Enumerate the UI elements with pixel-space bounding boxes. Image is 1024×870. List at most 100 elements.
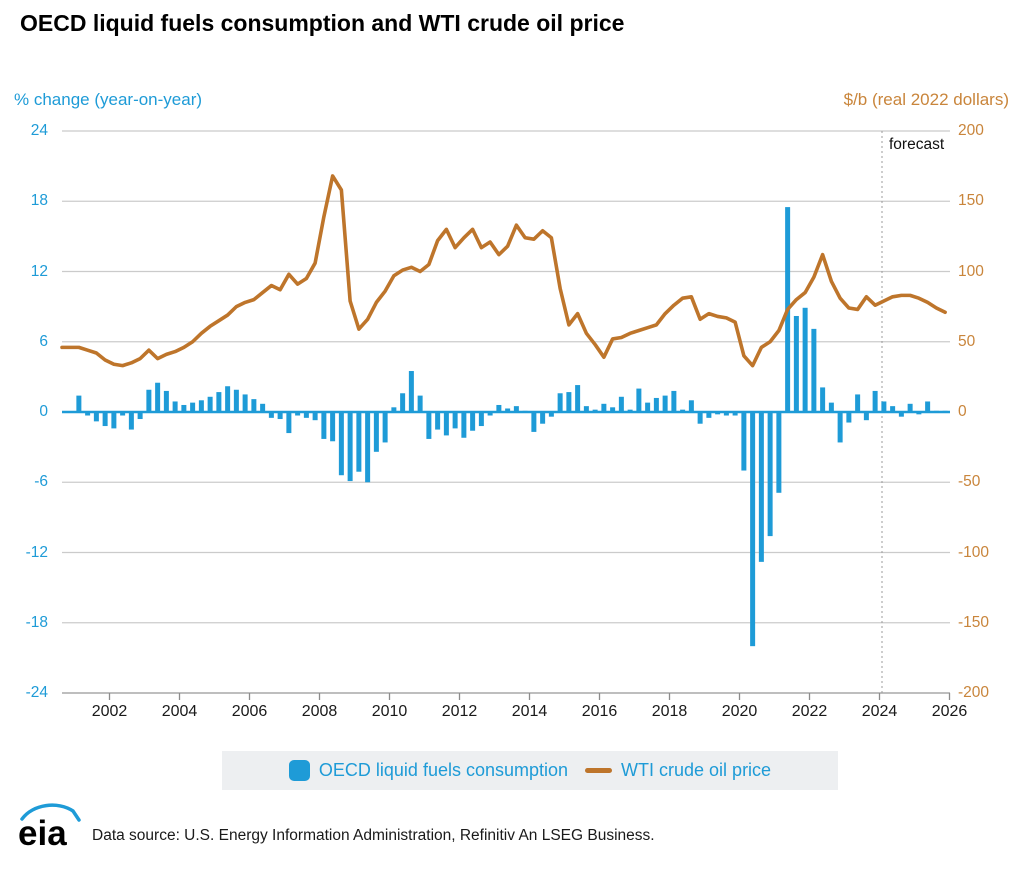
bar-2007Q3	[303, 412, 309, 418]
x-axis-label-2022: 2022	[791, 703, 828, 720]
bar-2016Q1	[601, 403, 607, 412]
bar-2004Q2	[190, 402, 196, 412]
bar-2011Q2	[435, 412, 441, 430]
bar-2023Q3	[863, 412, 869, 421]
bar-2023Q2	[855, 394, 861, 412]
bar-2015Q2	[575, 385, 581, 412]
bar-2004Q3	[198, 400, 204, 412]
right-axis-label-0: 0	[958, 403, 967, 420]
eia-logo: eia	[14, 800, 86, 853]
bar-2018Q1	[671, 390, 677, 412]
bar-2008Q3	[338, 412, 344, 476]
legend: OECD liquid fuels consumption WTI crude …	[222, 751, 838, 790]
bar-2012Q1	[461, 412, 467, 438]
bar-2015Q1	[566, 392, 572, 412]
bar-2019Q3	[723, 412, 729, 416]
bar-2017Q3	[653, 397, 659, 412]
bar-2012Q4	[487, 412, 493, 416]
wti-legend-label: WTI crude oil price	[621, 760, 772, 780]
bar-2005Q1	[216, 392, 222, 412]
bar-2010Q3	[408, 371, 414, 412]
bar-2019Q1	[706, 412, 712, 418]
bar-2009Q1	[356, 412, 362, 472]
bar-2024Q4	[907, 403, 913, 412]
bar-2008Q1	[321, 412, 327, 439]
wti-legend-line-icon	[585, 768, 613, 773]
bar-2016Q2	[610, 407, 616, 412]
bar-2024Q2	[890, 406, 896, 412]
data-source-text: Data source: U.S. Energy Information Adm…	[92, 827, 655, 844]
bar-2020Q2	[750, 412, 756, 647]
right-axis-label--50: -50	[958, 473, 981, 491]
bar-2003Q4	[172, 401, 178, 412]
bar-2012Q2	[470, 412, 476, 431]
x-axis-label-2016: 2016	[581, 703, 618, 720]
bar-2002Q1	[111, 412, 117, 429]
bar-2007Q2	[295, 412, 301, 416]
bar-2021Q4	[802, 307, 808, 412]
left-axis-label-0: 0	[39, 403, 48, 420]
bar-2001Q3	[93, 412, 99, 422]
bar-2016Q3	[618, 396, 624, 412]
right-axis-label--100: -100	[958, 543, 990, 561]
bar-2006Q4	[277, 412, 283, 420]
right-axis-label-100: 100	[958, 262, 984, 280]
bar-2012Q3	[478, 412, 484, 427]
bar-2018Q4	[697, 412, 703, 424]
bar-2023Q4	[872, 390, 878, 412]
bar-2021Q3	[793, 315, 799, 412]
x-axis-ticks	[108, 693, 951, 700]
bar-2017Q4	[662, 395, 668, 412]
bar-2005Q4	[242, 394, 248, 412]
bar-2013Q3	[513, 406, 519, 412]
bar-2010Q2	[400, 393, 406, 412]
consumption-bars	[76, 207, 948, 647]
left-axis-label-18: 18	[30, 192, 48, 210]
x-axis-label-2008: 2008	[301, 703, 338, 720]
bar-2011Q3	[443, 412, 449, 436]
consumption-legend-label: OECD liquid fuels consumption	[318, 760, 569, 780]
bar-2001Q1	[76, 395, 82, 412]
bar-2003Q2	[155, 382, 161, 412]
bar-2001Q4	[102, 412, 108, 427]
right-axis-title: $/b (real 2022 dollars)	[843, 90, 1009, 109]
bar-2014Q3	[548, 412, 554, 417]
left-axis-label--12: -12	[25, 543, 48, 561]
x-axis-label-2020: 2020	[721, 703, 758, 720]
bar-2009Q3	[373, 412, 379, 452]
bar-2007Q1	[286, 412, 292, 434]
left-axis-label-6: 6	[39, 332, 48, 350]
bar-2015Q3	[583, 406, 589, 412]
bar-2025Q2	[925, 401, 931, 412]
chart-title: OECD liquid fuels consumption and WTI cr…	[20, 10, 625, 36]
bar-2008Q2	[330, 412, 336, 442]
bar-2008Q4	[347, 412, 353, 482]
right-axis-label-200: 200	[958, 122, 984, 139]
x-axis-label-2024: 2024	[861, 703, 898, 720]
bar-2014Q1	[531, 412, 537, 432]
right-axis-label-50: 50	[958, 332, 976, 350]
x-axis-label-2004: 2004	[161, 703, 198, 720]
x-axis-label-2018: 2018	[651, 703, 688, 720]
bar-2011Q1	[426, 412, 432, 439]
bar-2003Q3	[163, 390, 169, 412]
bar-2004Q1	[181, 404, 187, 412]
bar-2020Q3	[758, 412, 764, 562]
bar-2009Q2	[365, 412, 371, 483]
bar-2006Q2	[260, 403, 266, 412]
bar-2020Q1	[741, 412, 747, 471]
bar-2019Q4	[732, 412, 738, 416]
bar-2021Q1	[776, 412, 782, 493]
x-axis-label-2012: 2012	[441, 703, 478, 720]
x-axis-label-2006: 2006	[231, 703, 268, 720]
bar-2023Q1	[846, 412, 852, 423]
bar-2024Q3	[898, 412, 904, 417]
x-axis-label-2010: 2010	[371, 703, 408, 720]
x-axis-label-2002: 2002	[91, 703, 128, 720]
bar-2002Q3	[128, 412, 134, 430]
bar-2014Q4	[557, 393, 563, 412]
eia-logo-text: eia	[18, 814, 67, 852]
bar-2024Q1	[881, 401, 887, 412]
